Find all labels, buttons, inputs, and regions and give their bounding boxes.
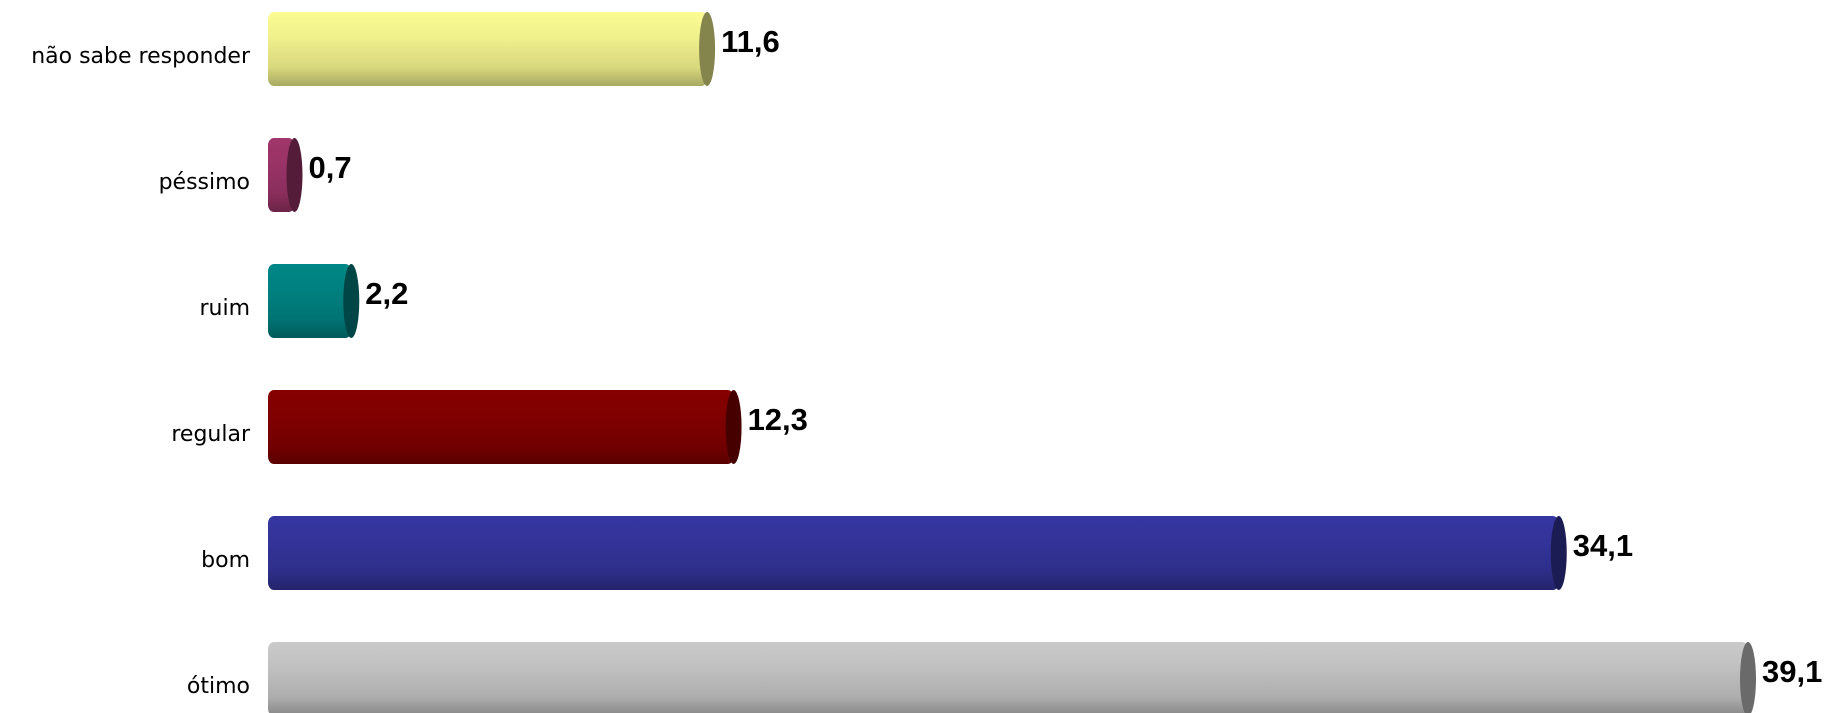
- category-label: ruim: [199, 296, 250, 321]
- category-label: não sabe responder: [31, 44, 251, 69]
- value-label: 39,1: [1762, 654, 1822, 689]
- bar-cap: [1550, 516, 1567, 590]
- value-label: 11,6: [721, 24, 780, 59]
- category-label: regular: [171, 422, 251, 447]
- bar: [268, 264, 352, 338]
- value-label: 2,2: [365, 276, 408, 311]
- bar-cap: [1740, 642, 1756, 713]
- value-label: 0,7: [308, 150, 351, 185]
- category-label: ótimo: [187, 674, 250, 699]
- bar: [268, 390, 734, 464]
- bar-cap: [343, 264, 360, 338]
- bar-cap: [725, 390, 742, 464]
- bar: [268, 642, 1748, 713]
- category-label: bom: [201, 548, 250, 573]
- bar: [268, 516, 1559, 590]
- value-label: 34,1: [1573, 528, 1633, 563]
- category-label: péssimo: [159, 170, 250, 195]
- bar-cap: [699, 12, 716, 86]
- value-label: 12,3: [748, 402, 808, 437]
- bar: [268, 12, 708, 86]
- bar-cap: [286, 138, 303, 212]
